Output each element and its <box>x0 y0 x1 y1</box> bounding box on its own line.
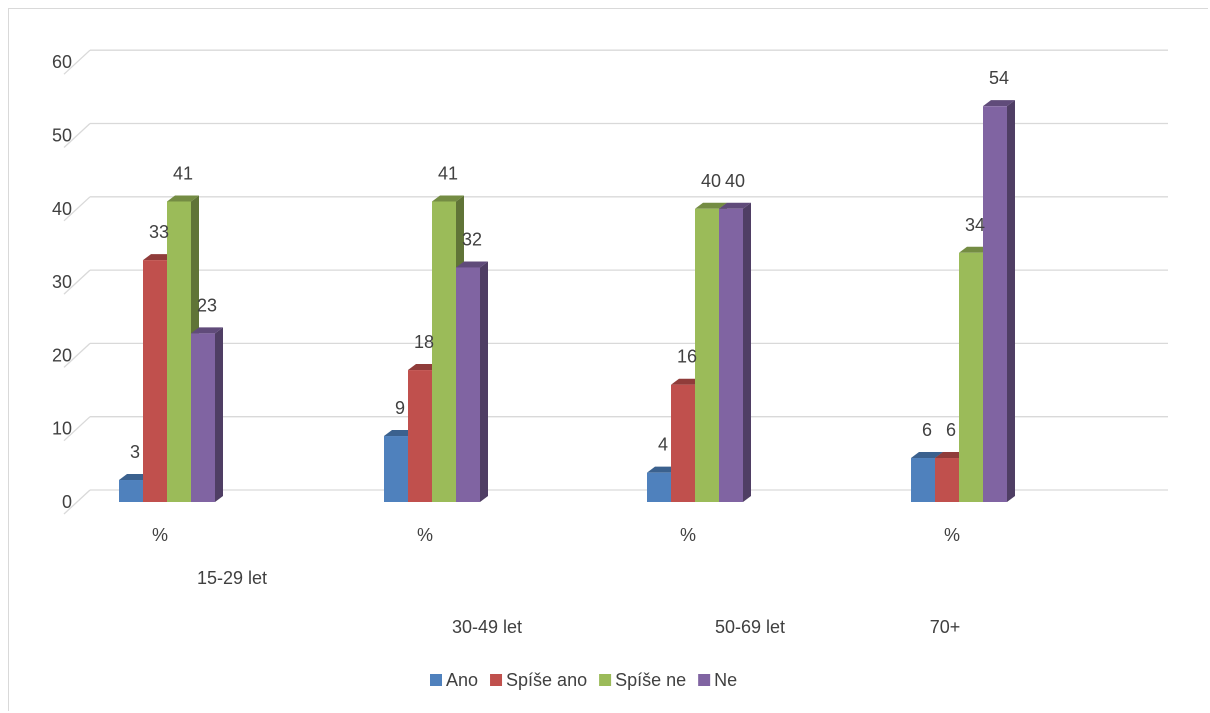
legend-swatch <box>599 674 612 686</box>
bar-top <box>456 261 488 268</box>
y-tick-label: 30 <box>52 272 72 292</box>
bar-front <box>191 333 215 502</box>
bar-top <box>695 202 727 209</box>
bar-top <box>983 100 1015 107</box>
legend-swatch <box>490 674 503 686</box>
gridline-depth <box>63 196 91 222</box>
y-tick-label: 20 <box>52 345 72 365</box>
group-label: 50-69 let <box>715 617 785 637</box>
legend-item-spíše-ne: Spíše ne <box>599 670 686 690</box>
bar-front <box>408 370 432 502</box>
bar-front <box>143 260 167 502</box>
bar-ne-4 <box>983 100 1015 503</box>
legend-item-spíše-ano: Spíše ano <box>490 670 587 690</box>
bar-side <box>215 327 223 502</box>
y-tick-label: 40 <box>52 199 72 219</box>
bar-top <box>911 452 943 459</box>
legend-label: Spíše ne <box>615 670 686 690</box>
bar-top <box>432 195 464 202</box>
bar-front <box>432 201 456 502</box>
bar-side <box>1007 100 1015 503</box>
data-label: 41 <box>438 163 458 183</box>
data-label: 6 <box>946 420 956 440</box>
data-label: 6 <box>922 420 932 440</box>
data-label: 34 <box>965 215 985 235</box>
bar-front <box>671 384 695 502</box>
data-label: 23 <box>197 295 217 315</box>
bar-front <box>719 208 743 503</box>
data-label: 41 <box>173 163 193 183</box>
data-label: 16 <box>677 347 697 367</box>
gridline-depth <box>63 342 91 368</box>
bars <box>119 100 1015 503</box>
legend-label: Ne <box>714 670 737 690</box>
bar-front <box>167 201 191 502</box>
bar-top <box>719 202 751 209</box>
bar-front <box>983 106 1007 503</box>
y-axis: 0 10 20 30 40 50 60 <box>52 52 72 512</box>
group-label: 70+ <box>930 617 961 637</box>
data-label: 18 <box>414 332 434 352</box>
data-label: 33 <box>149 222 169 242</box>
gridline-depth <box>63 489 91 515</box>
x-tick-label: % <box>680 525 696 545</box>
legend-swatch <box>430 674 442 686</box>
bar-front <box>456 267 480 502</box>
bar-top <box>191 327 223 334</box>
data-label: 9 <box>395 398 405 418</box>
x-axis-labels: %%% % 15-29 let 30-49 let 50-69 let 70+ <box>152 525 960 637</box>
data-label: 4 <box>658 435 668 455</box>
bar-ne-2 <box>456 261 488 502</box>
data-label: 40 <box>725 171 745 191</box>
x-tick-label: % <box>152 525 168 545</box>
gridline-depth <box>63 123 91 148</box>
bar-side <box>743 202 751 503</box>
bar-side <box>480 261 488 502</box>
bar-front <box>384 436 408 502</box>
bar-ne-3 <box>719 202 751 503</box>
bar-front <box>935 458 959 502</box>
bar-front <box>119 480 143 502</box>
x-tick-label: % <box>417 525 433 545</box>
bar-front <box>911 458 935 502</box>
data-label: 3 <box>130 442 140 462</box>
data-label: 54 <box>989 68 1009 88</box>
gridline-depth <box>63 269 91 295</box>
legend-swatch <box>698 674 711 686</box>
legend: Ano Spíše ano Spíše ne Ne <box>430 670 737 690</box>
gridline-depth <box>63 416 91 442</box>
x-tick-label: % <box>944 525 960 545</box>
legend-item-ano: Ano <box>430 670 478 690</box>
bar-front <box>647 472 671 502</box>
gridline-depth <box>63 49 91 75</box>
legend-label: Ano <box>446 670 478 690</box>
y-tick-label: 50 <box>52 126 72 146</box>
y-tick-label: 10 <box>52 419 72 439</box>
bar-front <box>695 208 719 503</box>
legend-item-ne: Ne <box>698 670 737 690</box>
bar-ne-1 <box>191 327 223 502</box>
legend-label: Spíše ano <box>506 670 587 690</box>
y-tick-label: 60 <box>52 52 72 72</box>
data-label: 32 <box>462 229 482 249</box>
data-label: 40 <box>701 171 721 191</box>
bar-front <box>959 252 983 502</box>
bar-top <box>167 195 199 202</box>
y-tick-label: 0 <box>62 492 72 512</box>
group-label: 15-29 let <box>197 568 267 588</box>
group-label: 30-49 let <box>452 617 522 637</box>
